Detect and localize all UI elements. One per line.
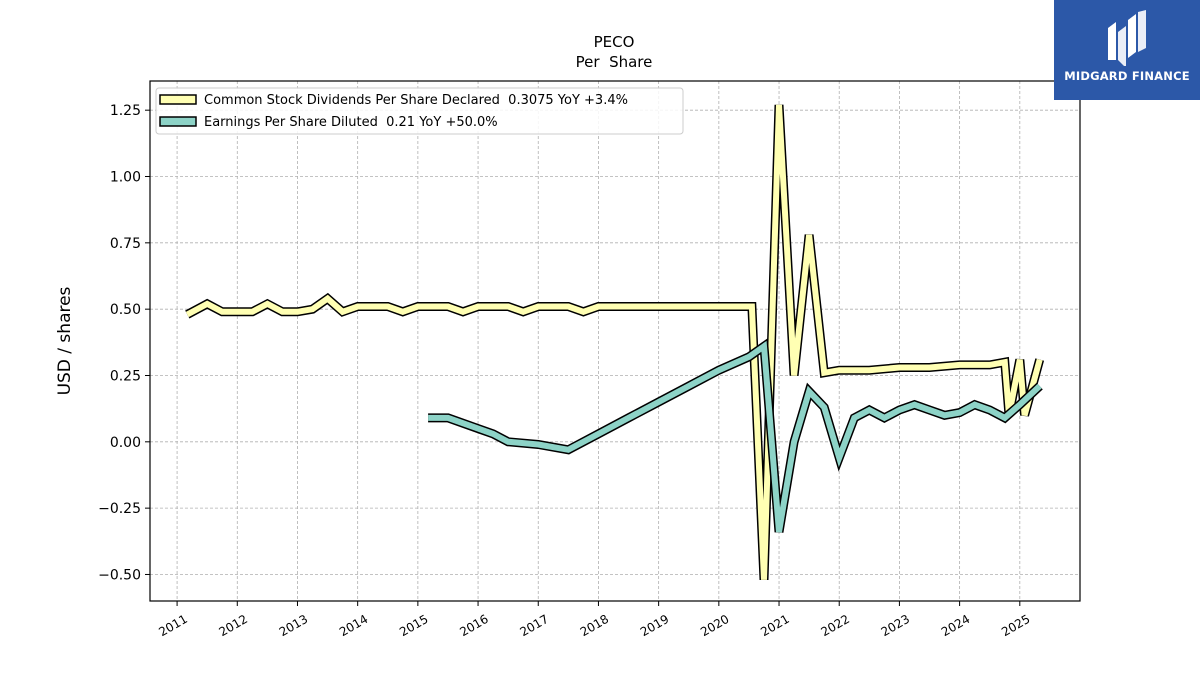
x-tick-label: 2018 xyxy=(578,612,611,639)
x-tick-label: 2011 xyxy=(156,612,189,639)
y-tick-label: 0.25 xyxy=(110,368,141,384)
y-tick-label: 0.00 xyxy=(110,435,141,451)
brand-logo: MIDGARD FINANCE xyxy=(1054,0,1200,100)
x-tick-label: 2017 xyxy=(518,612,551,639)
x-tick-label: 2023 xyxy=(879,612,912,639)
x-tick-label: 2014 xyxy=(337,612,370,639)
legend-swatch-dividends xyxy=(159,94,197,105)
brand-name: MIDGARD FINANCE xyxy=(1064,69,1190,83)
y-axis-label: USD / shares xyxy=(55,286,75,395)
y-tick-label: −0.25 xyxy=(98,501,141,517)
y-tick-label: 0.75 xyxy=(110,236,141,252)
plot-frame xyxy=(149,80,1081,602)
grid xyxy=(150,81,1080,601)
series-line-1 xyxy=(428,340,1042,533)
x-tick-label: 2012 xyxy=(217,612,250,639)
y-tick-label: 0.50 xyxy=(110,302,141,318)
series-line-outline-1 xyxy=(428,338,1043,533)
chart-title: PECO xyxy=(594,33,635,51)
x-tick-label: 2013 xyxy=(277,612,310,639)
chart-subtitle: Per Share xyxy=(576,53,653,71)
x-tick-label: 2022 xyxy=(818,612,851,639)
y-tick-label: −0.50 xyxy=(98,567,141,583)
legend-swatch-eps xyxy=(159,116,197,127)
x-tick-label: 2020 xyxy=(698,612,731,639)
x-tick-label: 2019 xyxy=(638,612,671,639)
series-line-0 xyxy=(185,104,1043,580)
brand-mark-icon xyxy=(1108,10,1146,66)
x-tick-label: 2025 xyxy=(999,612,1032,639)
legend-box xyxy=(155,87,684,135)
y-tick-label: 1.25 xyxy=(110,103,141,119)
x-tick-label: 2015 xyxy=(397,612,430,639)
y-tick-label: 1.00 xyxy=(110,170,141,186)
legend: Common Stock Dividends Per Share Declare… xyxy=(155,87,684,135)
x-tick-label: 2021 xyxy=(758,612,791,639)
x-tick-label: 2024 xyxy=(939,612,972,639)
x-tick-label: 2016 xyxy=(457,612,490,639)
series-layer xyxy=(185,104,1045,580)
legend-label-dividends: Common Stock Dividends Per Share Declare… xyxy=(204,93,628,108)
legend-label-eps: Earnings Per Share Diluted 0.21 YoY +50.… xyxy=(204,115,498,130)
